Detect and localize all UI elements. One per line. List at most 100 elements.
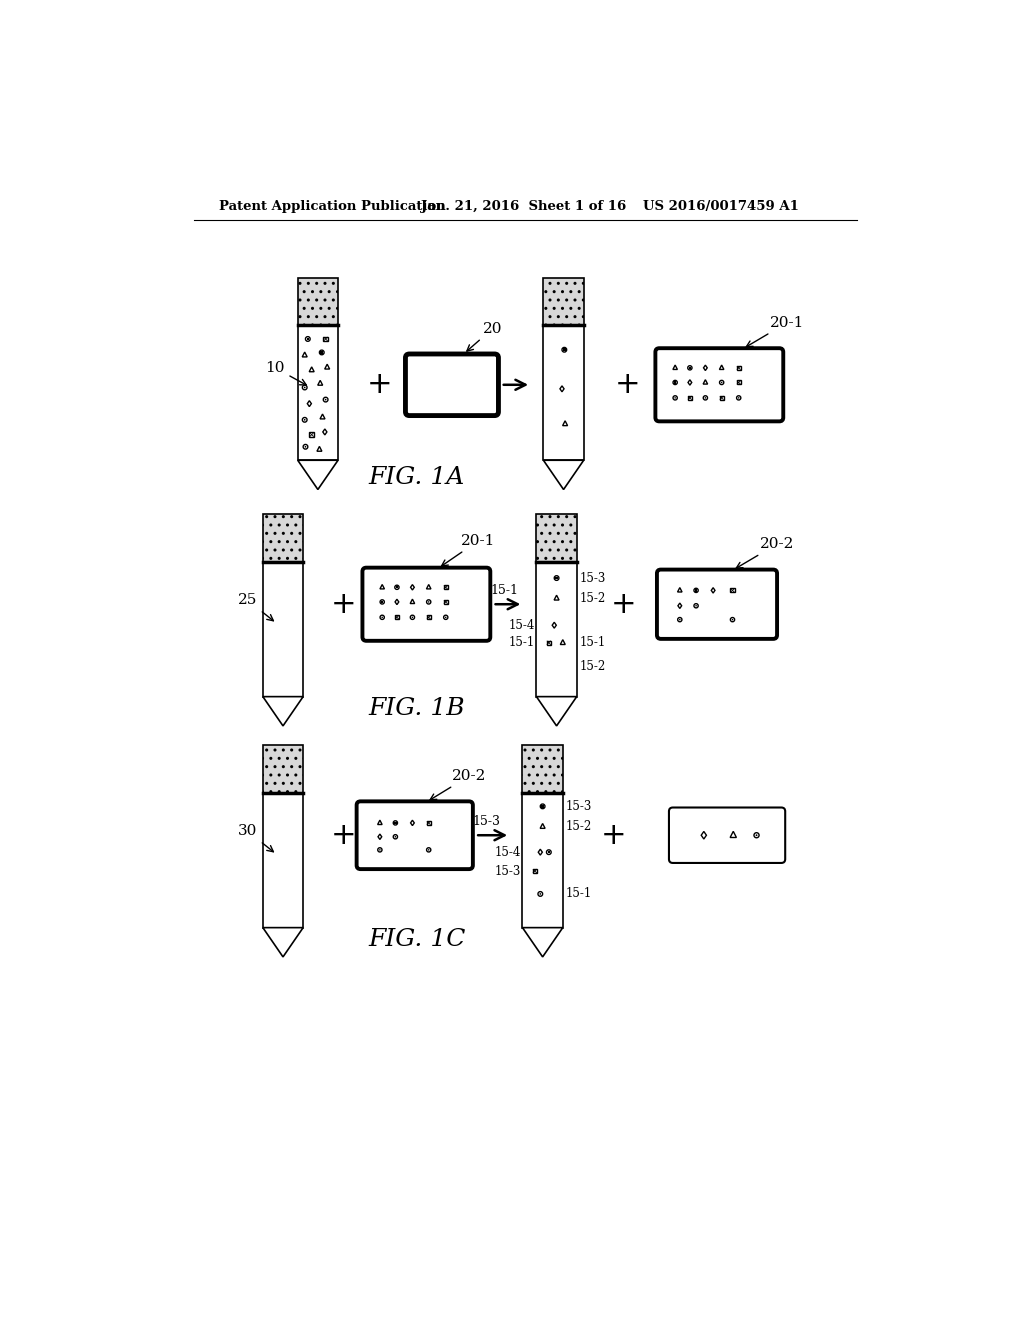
Polygon shape [548, 851, 550, 854]
Circle shape [541, 804, 545, 809]
Circle shape [756, 834, 758, 836]
Text: 15-1: 15-1 [490, 583, 519, 597]
Polygon shape [537, 515, 577, 562]
Text: 20: 20 [467, 322, 503, 351]
Polygon shape [263, 697, 303, 726]
Text: 15-2: 15-2 [566, 820, 592, 833]
Text: 15-3: 15-3 [473, 814, 501, 828]
Circle shape [428, 849, 429, 850]
Polygon shape [544, 277, 584, 326]
Polygon shape [394, 822, 396, 824]
Polygon shape [309, 433, 314, 437]
Circle shape [380, 599, 384, 605]
Text: 30: 30 [238, 825, 273, 851]
Polygon shape [381, 601, 383, 603]
Circle shape [393, 821, 397, 825]
Circle shape [395, 585, 399, 590]
Text: 20-2: 20-2 [736, 537, 794, 568]
Circle shape [547, 850, 551, 854]
Polygon shape [395, 586, 398, 589]
Polygon shape [522, 793, 563, 928]
Polygon shape [263, 928, 303, 957]
Circle shape [673, 380, 677, 384]
Text: 25: 25 [238, 594, 273, 620]
FancyBboxPatch shape [406, 354, 499, 416]
Text: FIG. 1B: FIG. 1B [369, 697, 465, 721]
Text: 15-3: 15-3 [566, 800, 592, 813]
Polygon shape [695, 589, 697, 591]
Circle shape [319, 350, 324, 355]
Circle shape [540, 894, 541, 895]
Polygon shape [298, 326, 338, 461]
Text: +: + [367, 371, 392, 399]
Text: +: + [331, 821, 356, 850]
Text: 20-1: 20-1 [746, 315, 804, 347]
Circle shape [381, 616, 383, 618]
Polygon shape [688, 396, 692, 400]
Text: 15-2: 15-2 [580, 591, 606, 605]
Polygon shape [263, 744, 303, 793]
Polygon shape [298, 461, 338, 490]
Polygon shape [324, 337, 328, 341]
Polygon shape [263, 562, 303, 697]
Polygon shape [544, 326, 584, 461]
Polygon shape [689, 367, 691, 370]
Circle shape [688, 366, 692, 370]
Polygon shape [736, 366, 740, 370]
Polygon shape [522, 928, 563, 957]
FancyBboxPatch shape [362, 568, 490, 640]
Circle shape [445, 616, 446, 618]
Text: +: + [331, 590, 356, 619]
Text: 15-1: 15-1 [509, 636, 535, 649]
FancyBboxPatch shape [657, 570, 777, 639]
Polygon shape [555, 577, 558, 579]
Circle shape [304, 418, 305, 421]
Circle shape [738, 397, 739, 399]
Text: 15-1: 15-1 [566, 887, 592, 900]
Polygon shape [720, 396, 724, 400]
Polygon shape [532, 869, 538, 874]
Polygon shape [563, 348, 565, 351]
Text: +: + [600, 821, 626, 850]
Text: 15-3: 15-3 [580, 572, 606, 585]
Polygon shape [263, 793, 303, 928]
Text: 10: 10 [265, 360, 306, 385]
Circle shape [732, 619, 733, 620]
Circle shape [554, 576, 559, 581]
Text: 15-4: 15-4 [495, 846, 521, 859]
Circle shape [428, 601, 429, 603]
Polygon shape [544, 461, 584, 490]
Polygon shape [395, 615, 399, 619]
Text: +: + [611, 590, 637, 619]
Circle shape [394, 836, 396, 838]
Polygon shape [730, 589, 734, 593]
Text: FIG. 1C: FIG. 1C [369, 928, 466, 952]
Circle shape [325, 399, 327, 400]
Polygon shape [321, 351, 323, 354]
Polygon shape [537, 697, 577, 726]
Text: 20-1: 20-1 [441, 533, 496, 566]
Polygon shape [522, 744, 563, 793]
Polygon shape [736, 380, 740, 384]
FancyBboxPatch shape [655, 348, 783, 421]
Text: 15-1: 15-1 [580, 636, 606, 649]
FancyBboxPatch shape [669, 808, 785, 863]
Polygon shape [263, 515, 303, 562]
Text: 20-2: 20-2 [430, 770, 486, 800]
Polygon shape [427, 821, 431, 825]
Polygon shape [443, 599, 447, 605]
Polygon shape [537, 562, 577, 697]
Circle shape [379, 849, 381, 850]
Polygon shape [306, 338, 309, 341]
Circle shape [679, 619, 681, 620]
Polygon shape [427, 615, 431, 619]
Circle shape [412, 616, 414, 618]
Circle shape [705, 397, 707, 399]
Text: 15-4: 15-4 [509, 619, 535, 632]
Circle shape [695, 605, 697, 607]
Text: Patent Application Publication: Patent Application Publication [219, 199, 446, 213]
Text: 15-3: 15-3 [495, 865, 521, 878]
Polygon shape [542, 805, 544, 808]
Polygon shape [547, 640, 551, 645]
Text: 15-2: 15-2 [580, 660, 606, 673]
